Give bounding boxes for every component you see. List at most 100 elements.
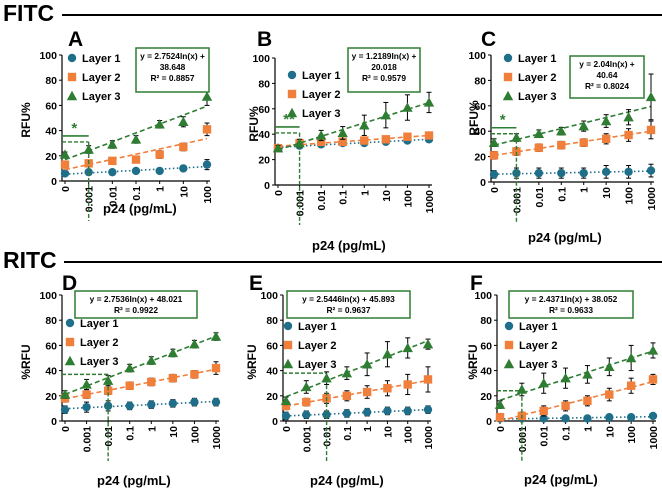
- legend-label: Layer 1: [302, 70, 341, 82]
- legend-item-layer-3: Layer 3: [64, 355, 119, 368]
- data-point: [361, 359, 373, 369]
- data-point: [82, 402, 91, 412]
- data-point: [561, 401, 570, 411]
- data-point: [81, 379, 92, 389]
- data-point: [302, 397, 311, 407]
- chart-a: A 0 20 40 60 80 100 0 0.001 0.01 0.1 1 10 100 RFU% p24 …: [19, 28, 214, 221]
- y-tick-label: 40: [474, 126, 486, 138]
- y-axis-label: %RFU: [245, 344, 259, 379]
- x-tick-label: 0.1: [556, 187, 568, 202]
- legend-label: Layer 2: [519, 340, 558, 352]
- legend-label: Layer 2: [80, 337, 119, 349]
- y-tick-label: 80: [258, 78, 270, 90]
- x-tick-label: 1: [155, 186, 167, 192]
- legend-item-layer-2: Layer 2: [67, 72, 121, 84]
- data-point: [403, 380, 412, 389]
- legend-item-layer-2: Layer 2: [503, 72, 557, 84]
- data-point: [423, 375, 433, 384]
- x-tick-label: 100: [624, 187, 636, 205]
- data-point: [59, 389, 71, 399]
- data-point: [131, 166, 141, 176]
- legend-item-layer-1: Layer 1: [67, 53, 121, 65]
- data-point: [648, 375, 658, 384]
- equation-text: y = 2.5446ln(x) + 45.893: [302, 294, 395, 304]
- x-axis-label: p24 (pg/mL): [528, 230, 602, 245]
- y-tick-label: 60: [258, 104, 270, 116]
- y-tick-label: 40: [45, 126, 57, 138]
- x-axis-label: p24 (pg/mL): [524, 472, 598, 487]
- x-tick-label: 10: [381, 190, 393, 202]
- data-point: [168, 373, 178, 383]
- y-tick-label: 100: [252, 53, 270, 65]
- legend-marker: [286, 107, 298, 118]
- x-tick-label: 0.01: [316, 190, 328, 211]
- x-tick-label: 100: [626, 426, 638, 444]
- y-tick-label: 0: [51, 416, 57, 428]
- data-point: [211, 397, 221, 407]
- x-tick-label: 1: [362, 426, 374, 432]
- data-point: [583, 396, 592, 406]
- legend-marker: [282, 358, 294, 369]
- y-tick-label: 100: [39, 50, 57, 62]
- y-tick-label: 80: [266, 315, 278, 327]
- data-point: [201, 91, 213, 101]
- x-tick-label: 0.1: [131, 186, 143, 201]
- data-point: [189, 338, 200, 349]
- x-tick-label: 1: [146, 426, 158, 432]
- equation-text: y = 2.7536ln(x) + 48.021: [90, 294, 183, 304]
- equation-box: [347, 47, 421, 93]
- legend-marker: [502, 90, 514, 101]
- legend-item-layer-3: Layer 3: [286, 107, 341, 120]
- x-tick-label: 10: [382, 426, 394, 438]
- data-point: [154, 119, 165, 129]
- x-tick-label: 0.01: [107, 186, 119, 207]
- data-point: [494, 399, 506, 409]
- x-tick-label: 1: [579, 187, 591, 193]
- x-tick-label: 0.01: [322, 426, 334, 447]
- y-tick-label: 80: [474, 75, 486, 87]
- data-point: [489, 151, 499, 160]
- legend-item-layer-3: Layer 3: [503, 358, 558, 371]
- series-layer-3: [494, 342, 659, 409]
- y-tick-label: 40: [45, 366, 57, 378]
- equation-text: R² = 0.9579: [362, 73, 406, 83]
- legend-label: Layer 3: [519, 359, 558, 371]
- data-point: [422, 338, 434, 349]
- data-point: [108, 156, 117, 166]
- data-point: [155, 166, 164, 176]
- y-tick-label: 100: [474, 290, 492, 302]
- legend-item-layer-1: Layer 1: [287, 70, 341, 82]
- data-point: [281, 411, 291, 421]
- y-tick-label: 80: [45, 75, 57, 87]
- equation-box: [286, 290, 411, 319]
- x-tick-label: 0: [60, 186, 72, 192]
- legend-label: Layer 1: [518, 53, 557, 65]
- x-tick-label: 0.1: [561, 426, 573, 441]
- legend-label: Layer 1: [519, 321, 558, 333]
- data-point: [516, 384, 528, 394]
- legend-marker: [503, 53, 513, 63]
- x-tick-label: 1000: [424, 190, 436, 214]
- data-point: [539, 406, 548, 416]
- data-point: [382, 349, 393, 359]
- x-tick-label: 10: [168, 426, 180, 438]
- data-point: [362, 387, 372, 397]
- data-point: [302, 410, 311, 419]
- legend-label: Layer 3: [298, 359, 337, 371]
- equation-text: y = 1.2189ln(x) +: [352, 51, 417, 61]
- x-tick-label: 100: [403, 426, 415, 444]
- equation-box: [135, 47, 210, 93]
- data-point: [125, 401, 134, 411]
- data-point: [272, 142, 284, 153]
- equation-text: 40.64: [597, 70, 618, 80]
- series-layer-2: [281, 366, 433, 411]
- legend-marker: [65, 318, 75, 328]
- y-tick-label: 60: [474, 101, 486, 113]
- legend-marker: [504, 340, 514, 350]
- data-point: [190, 370, 199, 379]
- legend-label: Layer 2: [518, 72, 557, 84]
